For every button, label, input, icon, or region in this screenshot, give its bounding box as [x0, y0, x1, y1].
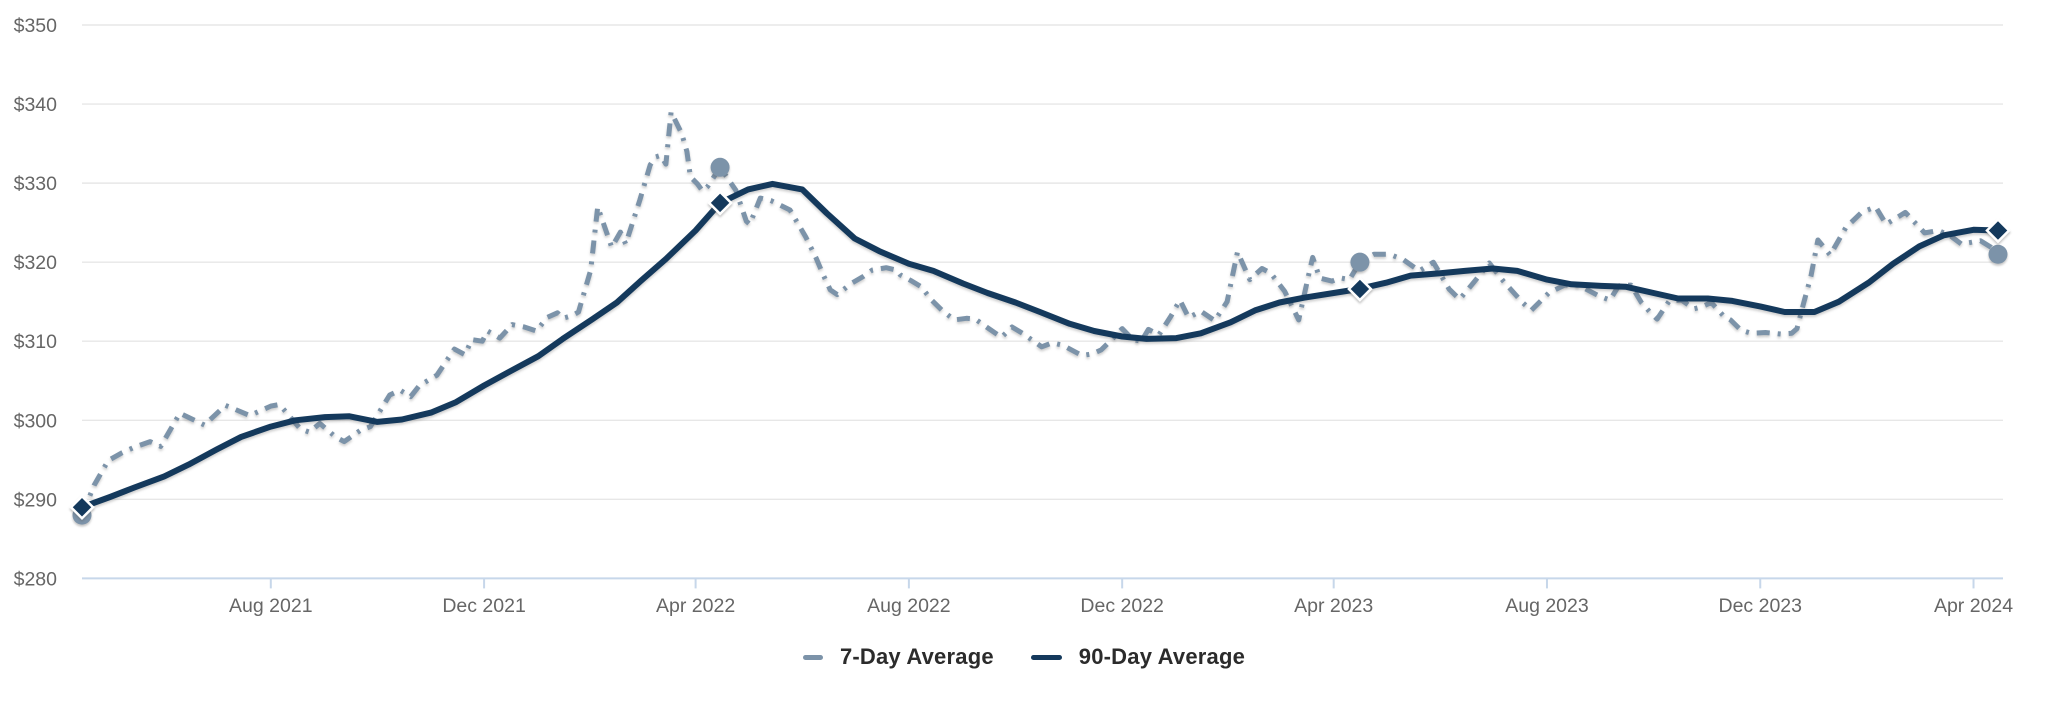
marker-circle-7-day[interactable] — [710, 157, 730, 177]
x-axis-label: Apr 2023 — [1294, 595, 1373, 617]
x-axis-label: Dec 2022 — [1080, 595, 1163, 617]
y-axis-label: $310 — [14, 331, 58, 353]
marker-diamond-90-day[interactable] — [69, 494, 95, 521]
y-axis-label: $350 — [14, 15, 58, 37]
y-axis-label: $340 — [14, 94, 58, 116]
series-line-7-day[interactable] — [79, 109, 2000, 517]
7-day-dash-swatch — [802, 654, 823, 660]
y-axis-label: $290 — [14, 489, 58, 511]
y-axis-label: $320 — [14, 252, 58, 274]
y-axis-label: $300 — [14, 410, 58, 432]
y-axis-label: $330 — [14, 173, 58, 195]
90-day-dash-swatch — [1030, 654, 1062, 660]
legend-label-90-day: 90-Day Average — [1078, 644, 1246, 669]
marker-diamond-90-day[interactable] — [707, 190, 733, 216]
x-axis-label: Apr 2024 — [1934, 595, 2013, 617]
x-axis-label: Apr 2022 — [656, 595, 735, 617]
chart-legend: 7-Day Average 90-Day Average — [0, 644, 2048, 670]
x-axis-label: Aug 2023 — [1505, 595, 1589, 617]
marker-diamond-90-day[interactable] — [1985, 217, 2011, 244]
x-axis-label: Aug 2021 — [229, 595, 313, 617]
legend-label-7-day: 7-Day Average — [839, 644, 994, 669]
x-axis-label: Dec 2021 — [442, 595, 525, 617]
legend-item-90-day-average[interactable]: 90-Day Average — [1030, 644, 1246, 670]
series-line-90-day[interactable] — [79, 180, 2001, 511]
x-axis-label: Dec 2023 — [1719, 595, 1802, 617]
y-axis-label: $280 — [14, 568, 58, 590]
marker-circle-7-day[interactable] — [1988, 244, 2008, 264]
marker-circle-7-day[interactable] — [1350, 252, 1370, 272]
x-axis-label: Aug 2022 — [867, 595, 951, 617]
legend-item-7-day-average[interactable]: 7-Day Average — [802, 644, 994, 670]
marker-diamond-90-day[interactable] — [1347, 276, 1373, 302]
